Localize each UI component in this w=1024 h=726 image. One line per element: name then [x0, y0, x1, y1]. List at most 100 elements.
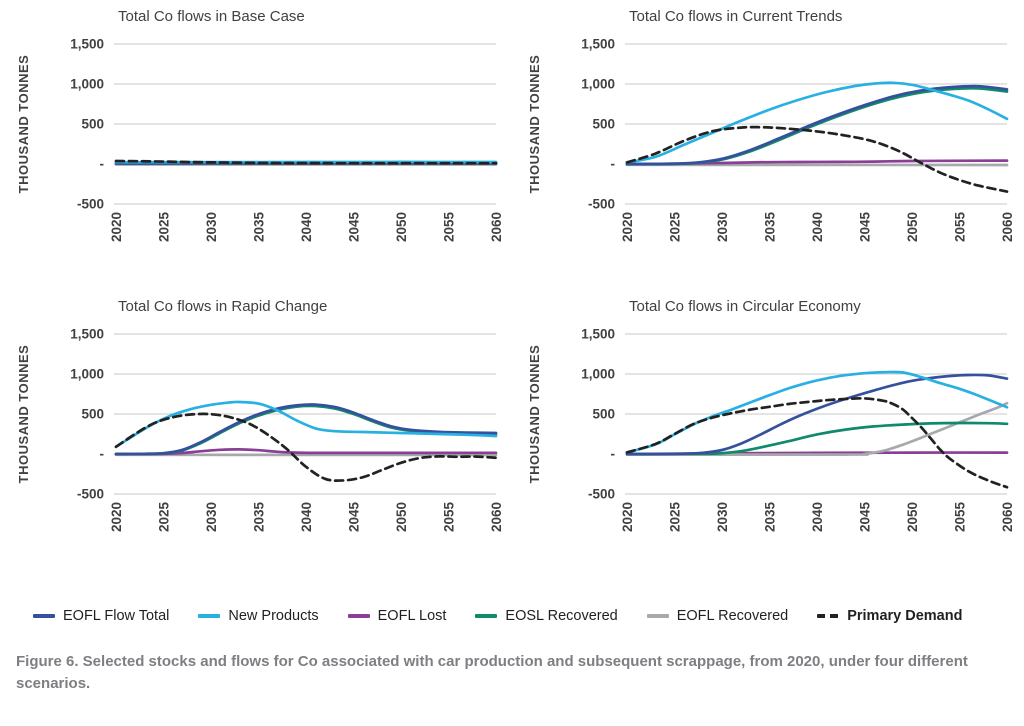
y-tick-label: 1,000: [581, 367, 615, 382]
x-tick-label: 2060: [489, 502, 504, 532]
y-tick-label: -500: [588, 197, 615, 212]
figure-caption: Figure 6. Selected stocks and flows for …: [16, 653, 968, 692]
chart-title-base-case: Total Co flows in Base Case: [118, 8, 305, 25]
legend-swatch-new-products-line-icon: [198, 614, 221, 618]
x-tick-label: 2020: [620, 502, 635, 532]
x-tick-label: 2055: [442, 212, 457, 243]
series-eofl-lost: [114, 448, 498, 456]
x-axis-ticks: 2020 2025 2030 2035 2040 2045 2050 2055 2060: [620, 212, 1015, 243]
x-tick-label: 2025: [668, 212, 683, 243]
series-eosl-recovered: [625, 86, 1009, 166]
x-tick-label: 2055: [953, 502, 968, 533]
x-tick-label: 2060: [1000, 212, 1015, 242]
x-tick-label: 2040: [810, 212, 825, 242]
y-tick-label: -: [100, 157, 105, 172]
legend-item-eofl-lost: EOFL Lost: [347, 608, 447, 624]
y-tick-label: 1,000: [70, 367, 104, 382]
y-tick-label: 500: [592, 117, 615, 132]
y-tick-label: 1,500: [70, 327, 104, 342]
chart-title-current-trends: Total Co flows in Current Trends: [629, 8, 843, 25]
x-tick-label: 2040: [299, 502, 314, 532]
y-tick-label: -: [611, 447, 616, 462]
x-tick-label: 2050: [905, 502, 920, 532]
x-tick-label: 2045: [347, 502, 362, 533]
series-primary-demand: [625, 125, 1009, 193]
series-lines: [625, 370, 1009, 489]
x-tick-label: 2045: [858, 502, 873, 533]
series-primary-demand: [114, 412, 498, 482]
series-eofl-flow-total: [114, 403, 498, 456]
x-tick-label: 2040: [810, 502, 825, 532]
series-eofl-flow-total: [625, 373, 1009, 456]
y-axis-title: THOUSAND TONNES: [527, 345, 542, 484]
series-primary-demand: [625, 396, 1009, 489]
x-tick-label: 2020: [109, 212, 124, 242]
series-new-products: [625, 370, 1009, 454]
y-tick-label: 500: [81, 117, 104, 132]
legend-item-eofl-recovered: EOFL Recovered: [646, 608, 789, 624]
chart-panel-base-case: Total Co flows in Base Case 1,500 1,000 50…: [4, 8, 509, 252]
charts-grid: Total Co flows in Base Case 1,500 1,000 50…: [4, 8, 1020, 542]
x-axis-ticks: 2020 2025 2030 2035 2040 2045 2050 2055 2060: [620, 502, 1015, 533]
y-axis-title: THOUSAND TONNES: [527, 55, 542, 194]
series-lines: [625, 81, 1009, 193]
y-tick-label: 1,000: [581, 77, 615, 92]
y-tick-label: -500: [77, 197, 104, 212]
x-tick-label: 2050: [905, 212, 920, 242]
y-tick-label: 1,500: [581, 327, 615, 342]
x-tick-label: 2040: [299, 212, 314, 242]
legend-label-primary-demand: Primary Demand: [847, 608, 963, 624]
chart-panel-rapid-change: Total Co flows in Rapid Change 1,500 1,00…: [4, 298, 509, 542]
x-tick-label: 2055: [442, 502, 457, 533]
y-axis-ticks: 1,500 1,000 500 - -500: [581, 37, 615, 212]
y-tick-label: -: [100, 447, 105, 462]
series-primary-demand: [114, 159, 498, 165]
y-tick-label: -500: [588, 487, 615, 502]
series-eosl-recovered: [114, 404, 498, 456]
series-lines: [114, 159, 498, 166]
y-tick-label: 500: [592, 407, 615, 422]
chart-panel-current-trends: Total Co flows in Current Trends 1,500 1,…: [515, 8, 1020, 252]
x-tick-label: 2025: [157, 212, 172, 243]
x-tick-label: 2050: [394, 212, 409, 242]
legend-label-eofl-recovered: EOFL Recovered: [676, 608, 789, 624]
x-tick-label: 2030: [204, 212, 219, 242]
x-tick-label: 2035: [763, 502, 778, 533]
x-axis-ticks: 2020 2025 2030 2035 2040 2045 2050 2055 2060: [109, 212, 504, 243]
x-tick-label: 2050: [394, 502, 409, 532]
series-eosl-recovered: [625, 421, 1009, 456]
gridlines: [625, 333, 1007, 495]
y-tick-label: 1,500: [70, 37, 104, 52]
x-tick-label: 2025: [157, 502, 172, 533]
x-tick-label: 2030: [715, 212, 730, 242]
x-tick-label: 2035: [763, 212, 778, 243]
y-tick-label: 1,500: [581, 37, 615, 52]
x-tick-label: 2055: [953, 212, 968, 243]
gridlines: [114, 333, 496, 495]
legend-item-eosl-recovered: EOSL Recovered: [475, 608, 618, 624]
chart-title-circular-economy: Total Co flows in Circular Economy: [629, 298, 861, 315]
legend-label-eofl-flow-total: EOFL Flow Total: [63, 608, 170, 624]
legend-swatch-eosl-recovered-line-icon: [475, 614, 498, 618]
chart-panel-circular-economy: Total Co flows in Circular Economy 1,500…: [515, 298, 1020, 542]
y-axis-title: THOUSAND TONNES: [16, 345, 31, 484]
legend-swatch-eofl-recovered-line-icon: [646, 614, 669, 618]
series-new-products: [114, 400, 498, 449]
x-tick-label: 2060: [489, 212, 504, 242]
legend-swatch-primary-demand-dashed-line-icon: [817, 614, 840, 618]
legend-label-new-products: New Products: [228, 608, 319, 624]
x-tick-label: 2020: [620, 212, 635, 242]
gridlines: [114, 43, 496, 205]
y-tick-label: 500: [81, 407, 104, 422]
chart-legend: EOFL Flow Total New Products EOFL Lost E…: [33, 608, 1024, 624]
legend-label-eofl-lost: EOFL Lost: [377, 608, 447, 624]
x-tick-label: 2045: [347, 212, 362, 243]
series-eofl-recovered: [625, 401, 1009, 456]
x-tick-label: 2025: [668, 502, 683, 533]
x-tick-label: 2035: [252, 212, 267, 243]
y-axis-ticks: 1,500 1,000 500 - -500: [70, 327, 104, 502]
